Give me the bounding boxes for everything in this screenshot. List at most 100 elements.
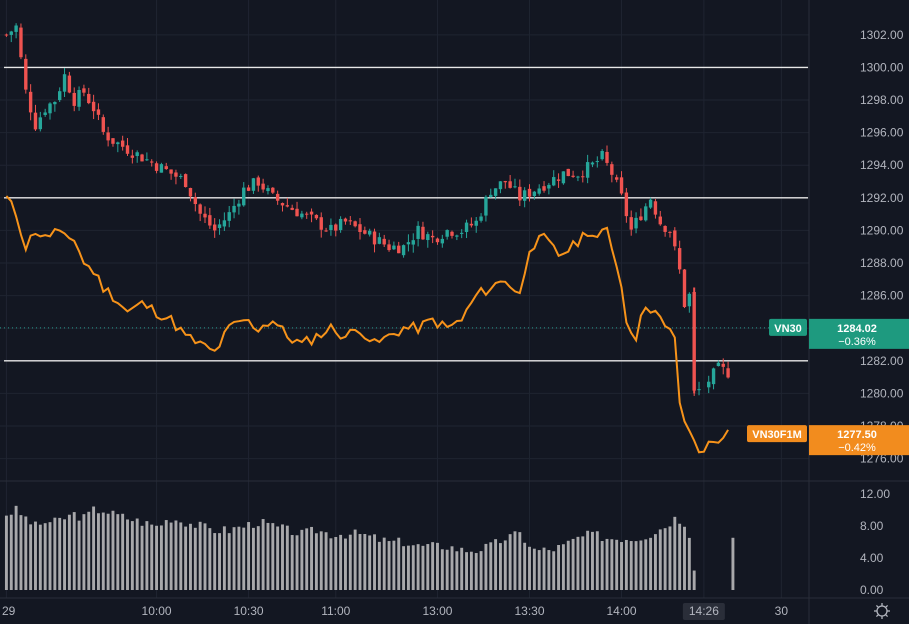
candle-103 xyxy=(503,180,507,189)
volume-bar-68 xyxy=(334,537,338,590)
volume-bar-7 xyxy=(38,524,42,590)
candle-17 xyxy=(87,87,91,105)
candle-64 xyxy=(314,214,319,221)
candle-56 xyxy=(275,190,280,205)
candle-16 xyxy=(82,84,86,97)
candle-109 xyxy=(532,190,537,200)
candle-10 xyxy=(53,101,57,112)
volume-bar-45 xyxy=(222,526,226,590)
candle-26 xyxy=(130,149,135,164)
candle-71 xyxy=(348,216,352,226)
volume-bar-133 xyxy=(649,537,653,590)
volume-bar-78 xyxy=(382,537,386,590)
volume-bar-61 xyxy=(300,529,304,590)
candle-67 xyxy=(329,218,333,236)
candle-88 xyxy=(430,230,435,244)
volume-bar-118 xyxy=(576,536,580,590)
candle-5 xyxy=(28,84,33,121)
candle-127 xyxy=(619,171,624,196)
candle-49 xyxy=(242,182,246,207)
candle-132 xyxy=(644,203,648,222)
volume-bar-20 xyxy=(101,512,105,590)
settings-icon[interactable] xyxy=(874,603,890,619)
time-axis[interactable]: 29 10:00 10:30 11:00 13:00 13:30 14:00 14:26 30 xyxy=(2,603,788,620)
candle-41 xyxy=(203,206,207,223)
candle-50 xyxy=(246,184,251,192)
volume-bar-34 xyxy=(169,522,173,590)
candle-45 xyxy=(222,212,227,231)
candle-66 xyxy=(324,227,328,232)
volume-bar-63 xyxy=(310,526,314,590)
candle-95 xyxy=(464,219,469,239)
price-tag-vn30[interactable]: VN30 1284.02−0.36% xyxy=(769,318,909,349)
series-last-value: 1284.02 xyxy=(837,323,877,335)
volume-bar-29 xyxy=(145,521,149,590)
volume-bar-92 xyxy=(450,546,454,590)
candle-20 xyxy=(101,114,105,135)
volume-bar-76 xyxy=(373,534,376,590)
volume-bar-26 xyxy=(130,521,134,590)
volume-bar-21 xyxy=(106,513,110,590)
volume-bar-28 xyxy=(140,525,144,590)
candle-81 xyxy=(397,241,401,254)
candle-75 xyxy=(367,228,372,237)
volume-bar-30 xyxy=(150,524,154,590)
candle-134 xyxy=(653,199,658,219)
volume-bar-70 xyxy=(344,538,347,590)
volume-axis[interactable]: 0.00 4.00 8.00 12.00 xyxy=(860,487,890,597)
candle-131 xyxy=(639,208,643,221)
volume-bar-135 xyxy=(658,529,662,590)
candle-0 xyxy=(4,33,9,37)
candle-11 xyxy=(58,87,62,102)
candle-31 xyxy=(154,161,159,174)
candle-111 xyxy=(542,181,546,193)
candle-23 xyxy=(116,141,120,153)
vn30-candles xyxy=(4,23,730,396)
candle-7 xyxy=(38,111,43,132)
candle-148 xyxy=(721,358,725,375)
candle-58 xyxy=(285,197,290,208)
volume-bar-46 xyxy=(227,533,231,590)
volume-bar-41 xyxy=(203,523,207,590)
volume-bar-37 xyxy=(184,526,188,590)
candle-65 xyxy=(319,212,323,238)
candle-1 xyxy=(9,30,13,43)
volume-bar-38 xyxy=(189,523,192,590)
volume-bar-15 xyxy=(77,520,81,590)
candle-149 xyxy=(726,361,730,379)
volume-bar-150 xyxy=(731,537,735,590)
candle-48 xyxy=(237,199,241,215)
volume-bar-87 xyxy=(426,544,430,590)
volume-bar-40 xyxy=(198,521,202,590)
candle-99 xyxy=(484,195,488,222)
volume-bar-86 xyxy=(421,545,425,590)
volume-bar-51 xyxy=(251,527,255,590)
volume-bar-0 xyxy=(4,515,8,590)
volume-bar-14 xyxy=(72,512,76,590)
volume-bar-83 xyxy=(406,545,410,590)
volume-bar-90 xyxy=(440,549,444,590)
volume-bar-99 xyxy=(484,543,488,590)
horizontal-lines[interactable] xyxy=(4,66,808,362)
candle-90 xyxy=(440,234,445,248)
vn30f1m-line xyxy=(5,195,729,454)
candle-108 xyxy=(527,184,532,202)
volume-bar-10 xyxy=(53,517,57,590)
price-tag-vn30f1m[interactable]: VN30F1M 1277.50−0.42% xyxy=(747,425,909,456)
time-tick-label: 11:00 xyxy=(321,604,350,618)
volume-bar-73 xyxy=(358,534,362,590)
volume-bar-96 xyxy=(469,551,473,590)
series-change: −0.36% xyxy=(838,336,876,348)
candle-116 xyxy=(566,168,570,177)
candle-136 xyxy=(663,225,667,237)
time-tick-label: 13:30 xyxy=(514,604,544,618)
candle-19 xyxy=(96,103,101,121)
volume-bar-140 xyxy=(683,526,686,590)
volume-bar-134 xyxy=(653,534,657,590)
volume-bar-77 xyxy=(377,541,381,590)
volume-bar-52 xyxy=(256,526,260,590)
volume-bar-128 xyxy=(624,539,628,590)
volume-bar-18 xyxy=(92,506,96,590)
candle-34 xyxy=(169,169,173,180)
